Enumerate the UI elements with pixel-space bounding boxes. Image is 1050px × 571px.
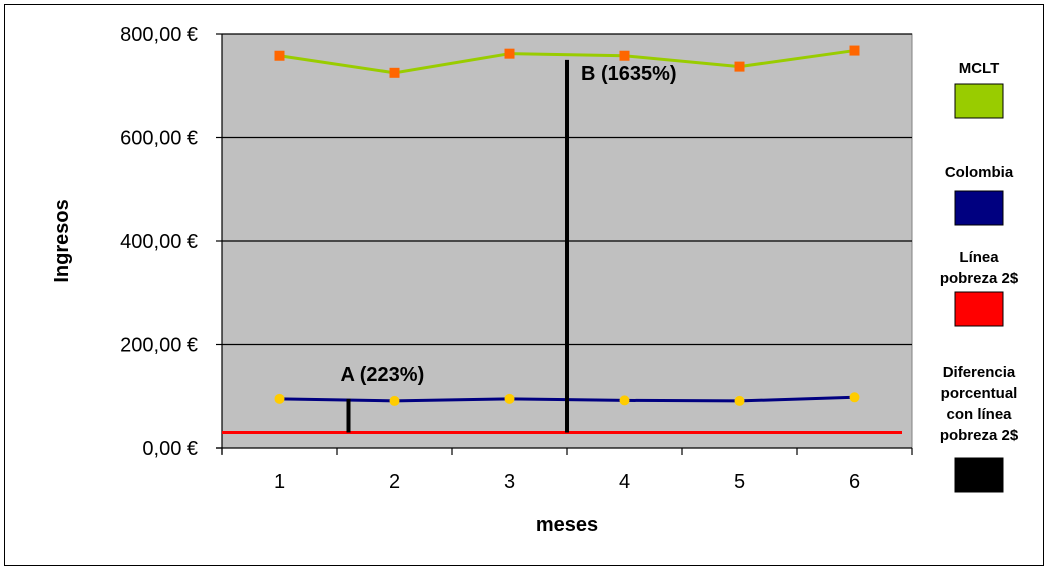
y-tick-label: 200,00 € bbox=[120, 335, 198, 357]
colombia-point bbox=[849, 392, 860, 403]
x-tick-label: 2 bbox=[389, 471, 400, 493]
x-tick-labels: 1 2 3 4 5 6 bbox=[274, 471, 860, 493]
annotation-label: A (223%) bbox=[341, 364, 425, 386]
mclt-point bbox=[504, 48, 515, 59]
mclt-point bbox=[389, 67, 400, 78]
legend-label: Línea pobreza 2$ bbox=[940, 249, 1019, 287]
y-tick-label: 400,00 € bbox=[120, 231, 198, 253]
mclt-point bbox=[734, 61, 745, 72]
mclt-point bbox=[619, 50, 630, 61]
colombia-point bbox=[504, 393, 515, 404]
legend-label: Diferencia porcentual con línea pobreza 2$ bbox=[940, 364, 1019, 444]
x-tick-label: 6 bbox=[849, 471, 860, 493]
series-line-mclt bbox=[279, 49, 855, 75]
legend-swatch bbox=[954, 457, 1004, 493]
x-tick-label: 1 bbox=[274, 471, 285, 493]
legend-item: MCLT bbox=[954, 60, 1004, 119]
legend-swatch bbox=[954, 83, 1004, 119]
y-tick-label: 600,00 € bbox=[120, 128, 198, 150]
legend-item: Colombia bbox=[945, 164, 1014, 226]
y-tick-label: 0,00 € bbox=[142, 438, 198, 460]
legend-label: Colombia bbox=[945, 164, 1014, 181]
series-markers bbox=[274, 45, 860, 406]
x-tick-label: 5 bbox=[734, 471, 745, 493]
mclt-point bbox=[849, 45, 860, 56]
mclt-point bbox=[274, 50, 285, 61]
annotations: A (223%) B (1635%) bbox=[341, 59, 677, 433]
annotation-label: B (1635%) bbox=[581, 63, 677, 85]
colombia-point bbox=[389, 395, 400, 406]
legend-item: Línea pobreza 2$ bbox=[940, 249, 1019, 327]
axes bbox=[216, 33, 913, 455]
colombia-point bbox=[274, 393, 285, 404]
legend: MCLT Colombia Línea pobreza 2$ Diferencia por… bbox=[940, 60, 1019, 493]
legend-swatch bbox=[954, 190, 1004, 226]
legend-item: Diferencia porcentual con línea pobreza 2$ bbox=[940, 364, 1019, 493]
x-tick-label: 4 bbox=[619, 471, 630, 493]
colombia-point bbox=[619, 395, 630, 406]
legend-swatch bbox=[954, 291, 1004, 327]
y-axis-title: Ingresos bbox=[51, 199, 73, 282]
x-tick-label: 3 bbox=[504, 471, 515, 493]
y-tick-label: 800,00 € bbox=[120, 24, 198, 46]
colombia-point bbox=[734, 395, 745, 406]
x-axis-title: meses bbox=[536, 514, 598, 536]
y-tick-labels: 0,00 € 200,00 € 400,00 € 600,00 € 800,00 € bbox=[120, 24, 198, 460]
legend-label: MCLT bbox=[959, 60, 1000, 77]
